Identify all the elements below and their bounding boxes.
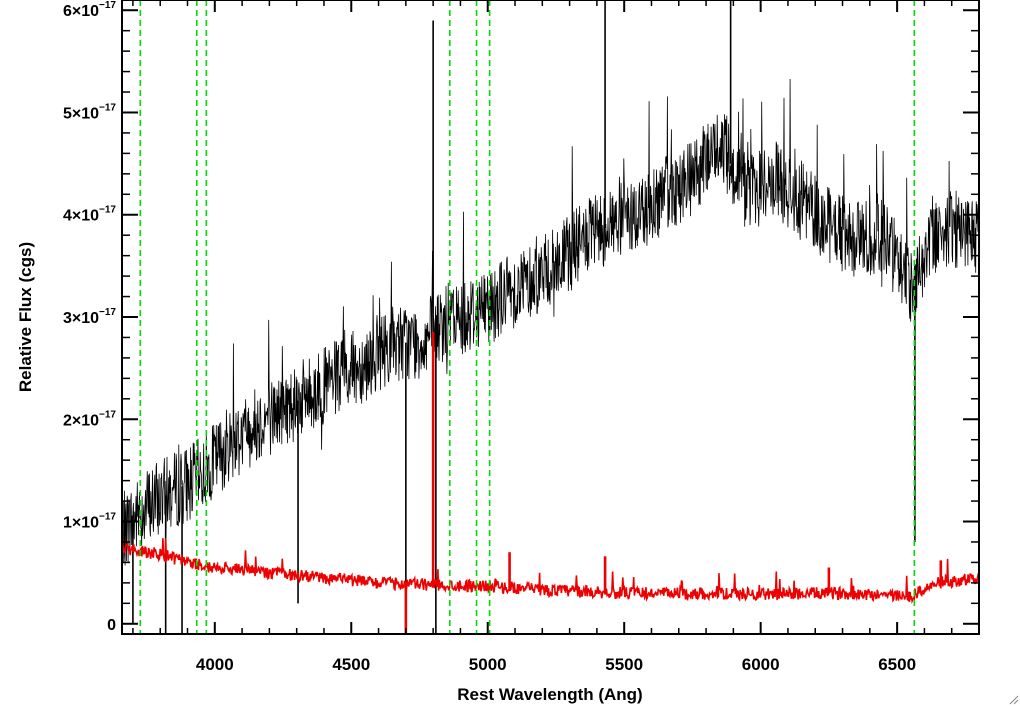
series-layer (121, 0, 980, 634)
plot-frame (121, 0, 980, 635)
emission-line-markers (139, 0, 916, 634)
y-tick-label: 2×10−17 (63, 409, 116, 429)
x-tick-label: 5000 (469, 655, 507, 674)
y-tick-label: 3×10−17 (63, 307, 116, 327)
y-tick-labels: 0 1×10−17 2×10−17 3×10−17 4×10−17 5×10−17 6×10… (63, 0, 116, 634)
axis-ticks (122, 0, 980, 634)
x-axis-title: Rest Wavelength (Ang) (457, 685, 642, 704)
y-tick-label: 4×10−17 (63, 205, 116, 225)
series-line-flux (121, 78, 980, 566)
y-tick-label: 5×10−17 (63, 102, 116, 122)
series-line-error (121, 524, 980, 605)
x-tick-label: 6000 (742, 655, 780, 674)
x-tick-label: 4000 (196, 655, 234, 674)
x-tick-labels: 4000 4500 5000 5500 6000 6500 (196, 655, 916, 674)
y-tick-label: 0 (107, 617, 116, 634)
resize-grip-icon[interactable] (1009, 695, 1019, 705)
x-tick-label: 5500 (605, 655, 643, 674)
y-tick-label: 6×10−17 (63, 0, 116, 20)
x-tick-label: 4500 (332, 655, 370, 674)
y-tick-label: 1×10−17 (63, 512, 116, 532)
y-axis-title: Relative Flux (cgs) (16, 242, 35, 392)
x-tick-label: 6500 (878, 655, 916, 674)
